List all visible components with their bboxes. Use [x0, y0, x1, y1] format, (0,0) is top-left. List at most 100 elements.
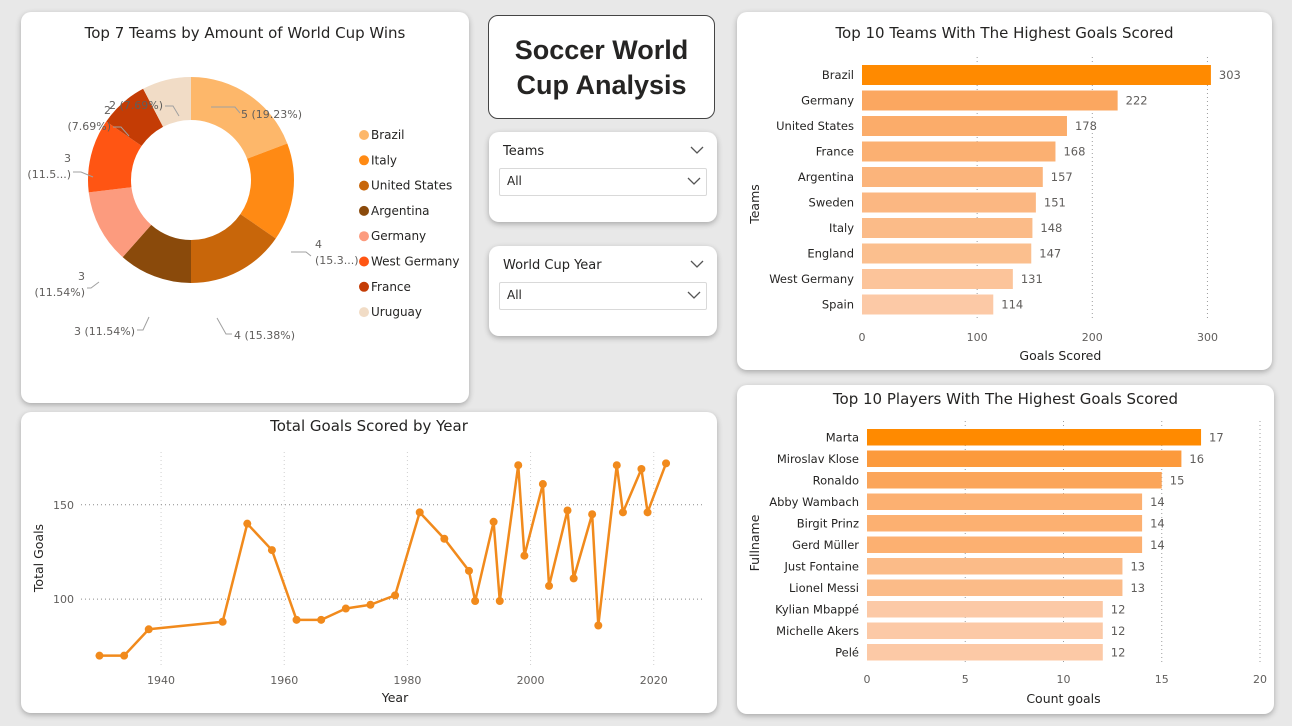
data-point [95, 651, 104, 660]
x-tick-label: 15 [1155, 673, 1169, 686]
legend-marker [359, 180, 369, 191]
data-point [545, 581, 554, 590]
donut-slice-uruguay [143, 77, 191, 127]
chart-title: Top 10 Players With The Highest Goals Sc… [832, 390, 1179, 408]
bar [862, 90, 1118, 111]
category-label: West Germany [769, 272, 854, 286]
donut-callout-line [291, 251, 312, 257]
bar [867, 644, 1103, 661]
chevron-down-icon[interactable] [689, 142, 705, 158]
donut-data-label-line: (7.69%) [67, 120, 111, 133]
y-axis-title: Fullname [747, 514, 762, 571]
data-point [594, 621, 603, 630]
x-axis-title: Count goals [1026, 691, 1100, 706]
donut-data-label: 2 (7.69%) [109, 99, 163, 112]
data-label: 147 [1039, 247, 1061, 261]
data-point [391, 591, 400, 600]
teams-dropdown[interactable]: All [499, 168, 707, 196]
donut-callout-line [113, 126, 130, 137]
data-point [464, 566, 473, 575]
chevron-down-icon[interactable] [686, 287, 702, 303]
donut-slice-brazil [191, 77, 288, 159]
data-point [520, 551, 529, 560]
data-point [563, 506, 572, 515]
legend-marker [359, 155, 369, 166]
teams-dropdown-value: All [507, 174, 522, 188]
legend-marker [359, 130, 369, 140]
data-label: 303 [1219, 68, 1241, 82]
data-label: 148 [1040, 221, 1062, 235]
category-label: Gerd Müller [792, 538, 859, 552]
players-goals-card: Top 10 Players With The Highest Goals Sc… [737, 385, 1274, 714]
x-tick-label: 300 [1197, 331, 1218, 344]
year-slicer[interactable]: World Cup Year All [489, 246, 717, 336]
bar [867, 493, 1143, 510]
goals-by-year-card: Total Goals Scored by Year 1940 1960 1980 2… [21, 412, 717, 713]
donut-callout-line [211, 106, 241, 114]
category-label: England [807, 247, 854, 261]
bar [862, 243, 1032, 264]
bar [862, 192, 1036, 213]
data-label: 13 [1130, 581, 1145, 595]
data-point [569, 574, 578, 583]
wins-donut-card: Top 7 Teams by Amount of World Cup Wins … [21, 12, 469, 403]
bar [867, 579, 1123, 596]
data-label: 17 [1209, 430, 1224, 444]
goals-by-year-line-chart: 1940 1960 1980 2000 2020 100 150 Year Total Goal… [31, 452, 703, 705]
data-label: 16 [1189, 452, 1204, 466]
x-tick-label: 20 [1253, 673, 1267, 686]
bar [862, 269, 1013, 289]
data-point [267, 546, 276, 555]
bar [867, 515, 1143, 532]
x-tick-label: 200 [1082, 331, 1103, 344]
legend-label: Germany [371, 229, 426, 243]
teams-goals-card: Top 10 Teams With The Highest Goals Scor… [737, 12, 1272, 370]
data-point [120, 651, 129, 660]
x-tick-label: 0 [859, 331, 866, 344]
data-label: 178 [1075, 119, 1097, 133]
x-tick-label: 2000 [517, 674, 545, 687]
dashboard-title-line1: Soccer World [514, 35, 689, 65]
donut-data-label-line: 4 [315, 238, 322, 251]
donut-data-label-line: 3 [64, 152, 71, 165]
data-point [341, 604, 350, 613]
category-label: Lionel Messi [789, 581, 859, 595]
wins-donut-chart: 5 (19.23%) Brazil 4 (15.3...) Italy 4 (15.38%… [27, 77, 459, 342]
data-point [618, 508, 627, 517]
data-point [440, 534, 449, 543]
data-label: 14 [1150, 516, 1165, 530]
x-tick-label: 1960 [270, 674, 298, 687]
legend-marker [359, 256, 369, 267]
category-label: France [816, 145, 854, 159]
category-label: Birgit Prinz [797, 516, 859, 530]
bar [867, 601, 1103, 618]
data-label: 15 [1170, 473, 1185, 487]
chevron-down-icon[interactable] [686, 173, 702, 189]
legend-label: Uruguay [371, 305, 422, 319]
data-label: 14 [1150, 538, 1165, 552]
legend-marker [359, 205, 369, 216]
data-point [495, 596, 504, 605]
data-point [637, 464, 646, 473]
x-tick-label: 1980 [393, 674, 421, 687]
donut-data-label-line: 2 [104, 104, 111, 117]
category-label: Sweden [809, 196, 854, 210]
legend-label: Brazil [371, 128, 405, 142]
data-point [218, 617, 227, 626]
year-dropdown-value: All [507, 288, 522, 302]
x-tick-label: 5 [962, 673, 969, 686]
donut-data-label-line: 3 (11.54%) [74, 325, 135, 338]
chart-title: Top 10 Teams With The Highest Goals Scor… [835, 24, 1174, 42]
data-point [471, 596, 480, 605]
chart-title: Top 7 Teams by Amount of World Cup Wins [84, 24, 406, 42]
data-label: 157 [1051, 170, 1073, 184]
bar [862, 294, 994, 315]
data-label: 114 [1001, 298, 1023, 312]
category-label: Miroslav Klose [777, 452, 859, 466]
donut-slice-italy [240, 143, 294, 239]
year-dropdown[interactable]: All [499, 282, 707, 310]
chevron-down-icon[interactable] [689, 256, 705, 272]
donut-callout-line [165, 105, 180, 117]
data-label: 131 [1021, 272, 1043, 286]
teams-slicer[interactable]: Teams All [489, 132, 717, 222]
